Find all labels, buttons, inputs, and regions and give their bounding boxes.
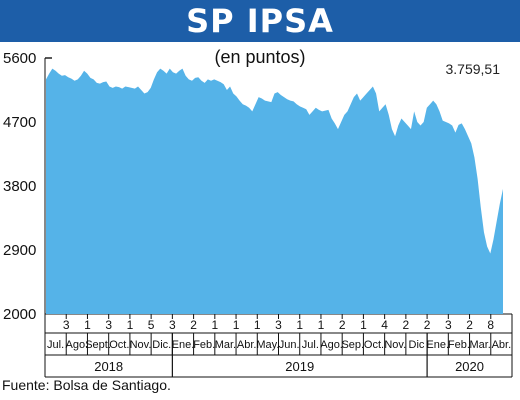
y-tick-label: 5600	[3, 50, 36, 67]
x-tick-label: Jun.	[279, 339, 300, 351]
x-tick-label: Ene.	[172, 339, 195, 351]
x-tick-label: Sep.	[341, 339, 364, 351]
header-banner	[0, 0, 520, 42]
last-value-label: 3.759,51	[446, 61, 501, 77]
x-year-label: 2019	[285, 359, 314, 374]
x-day-label: 1	[360, 318, 367, 332]
chart-title: SP IPSA	[186, 2, 334, 40]
chart-subtitle: (en puntos)	[214, 47, 306, 67]
x-day-label: 1	[318, 318, 325, 332]
x-day-label: 2	[424, 318, 431, 332]
x-tick-label: Feb.	[193, 339, 215, 351]
x-day-label: 3	[275, 318, 282, 332]
x-year-label: 2018	[94, 359, 123, 374]
area-fill	[46, 68, 503, 314]
x-day-label: 3	[105, 318, 112, 332]
y-tick-labels: 5600 4700 3800 2900 2000	[3, 50, 36, 323]
x-day-label: 2	[403, 318, 410, 332]
x-tick-label: Ene.	[426, 339, 449, 351]
x-day-label: 3	[445, 318, 452, 332]
y-tick-label: 3800	[3, 178, 36, 195]
y-tick-label: 2000	[3, 306, 36, 323]
x-day-label: 1	[254, 318, 261, 332]
x-tick-label: Abr.	[492, 339, 512, 351]
x-tick-label: Sept.	[85, 339, 111, 351]
x-year-label: 2020	[455, 359, 484, 374]
x-day-label: 2	[466, 318, 473, 332]
x-tick-label: Ago.	[66, 339, 89, 351]
source-note: Fuente: Bolsa de Santiago.	[2, 377, 171, 393]
x-tick-label: May.	[256, 339, 279, 351]
x-axis-rows: Jul. Ago.Sept.Oct. Nov. Dic. Ene.Feb. Mar. Abr…	[44, 314, 513, 378]
x-day-label: 4	[381, 318, 388, 332]
x-day-label: 1	[84, 318, 91, 332]
x-tick-label: Jul.	[302, 339, 319, 351]
x-tick-label: Mar.	[215, 339, 236, 351]
x-tick-label: Jul.	[47, 339, 64, 351]
x-day-label: 2	[190, 318, 197, 332]
x-tick-label: Nov.	[130, 339, 152, 351]
y-tick-label: 2900	[3, 242, 36, 259]
x-day-label: 3	[63, 318, 70, 332]
x-tick-label: Oct.	[364, 339, 384, 351]
area-series	[46, 68, 503, 314]
x-tick-label: Feb.	[448, 339, 470, 351]
x-tick-label: Abr.	[237, 339, 257, 351]
x-day-label: 5	[148, 318, 155, 332]
x-day-label: 1	[296, 318, 303, 332]
x-day-label: 1	[127, 318, 134, 332]
y-tick-label: 4700	[3, 114, 36, 131]
x-tick-label: Oct.	[109, 339, 129, 351]
x-day-label: 2	[339, 318, 346, 332]
x-tick-label: Dic	[409, 339, 425, 351]
x-tick-label: Nov.	[384, 339, 406, 351]
x-day-label: 8	[487, 318, 494, 332]
x-tick-label: Dic.	[152, 339, 171, 351]
x-day-label: 3	[169, 318, 176, 332]
x-day-label: 1	[233, 318, 240, 332]
header: SP IPSA	[0, 0, 520, 42]
x-tick-label: Mar.	[469, 339, 490, 351]
x-day-label: 1	[211, 318, 218, 332]
x-tick-label: Ago.	[320, 339, 343, 351]
